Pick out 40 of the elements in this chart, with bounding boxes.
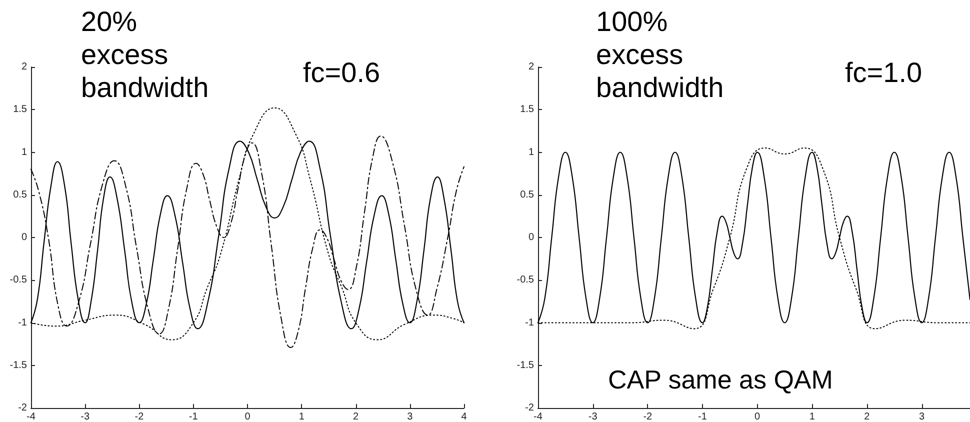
x-tick-label: -2 [643,412,653,422]
y-tick-label: -1.5 [516,360,534,371]
x-tick-label: 3 [407,412,414,422]
x-tick-label: 2 [352,412,359,422]
y-tick-label: -2 [18,402,28,414]
y-tick-label: 0.5 [13,189,28,200]
y-tick-label: -0.5 [516,274,534,286]
annotation: fc=1.0 [845,57,922,88]
y-tick-label: 2 [21,62,28,72]
y-tick-label: 2 [528,62,534,72]
x-tick-label: -2 [134,412,144,422]
x-tick-label: -3 [588,412,598,422]
annotation: fc=0.6 [303,57,380,88]
x-tick-label: -4 [534,412,543,422]
x-tick-label: 1 [809,412,816,422]
x-tick-label: 3 [918,412,925,422]
y-tick-label: -1.5 [10,360,28,371]
y-tick-label: 0 [528,232,534,243]
y-tick-label: -1 [525,317,534,328]
y-tick-label: 1 [528,146,534,158]
x-tick-label: 4 [461,412,468,422]
y-tick-label: -0.5 [10,274,28,286]
x-tick-label: -3 [80,412,90,422]
x-tick-label: 1 [298,412,305,422]
x-tick-label: -4 [26,412,36,422]
x-tick-label: -1 [698,412,708,422]
y-tick-label: 1.5 [520,104,534,116]
y-tick-label: 1 [21,146,28,158]
y-tick-label: 0.5 [520,189,534,200]
y-tick-label: -2 [525,402,534,414]
x-tick-label: 2 [864,412,870,422]
annotation: 20% excess bandwidth [81,6,209,103]
x-tick-label: 0 [754,412,761,422]
y-tick-label: -1 [18,317,28,328]
annotation: CAP same as QAM [608,364,833,394]
x-tick-label: 0 [244,412,251,422]
annotation: 100% excess bandwidth [596,6,724,103]
x-tick-label: -1 [188,412,198,422]
y-tick-label: 1.5 [13,104,28,116]
y-tick-label: 0 [21,232,28,243]
